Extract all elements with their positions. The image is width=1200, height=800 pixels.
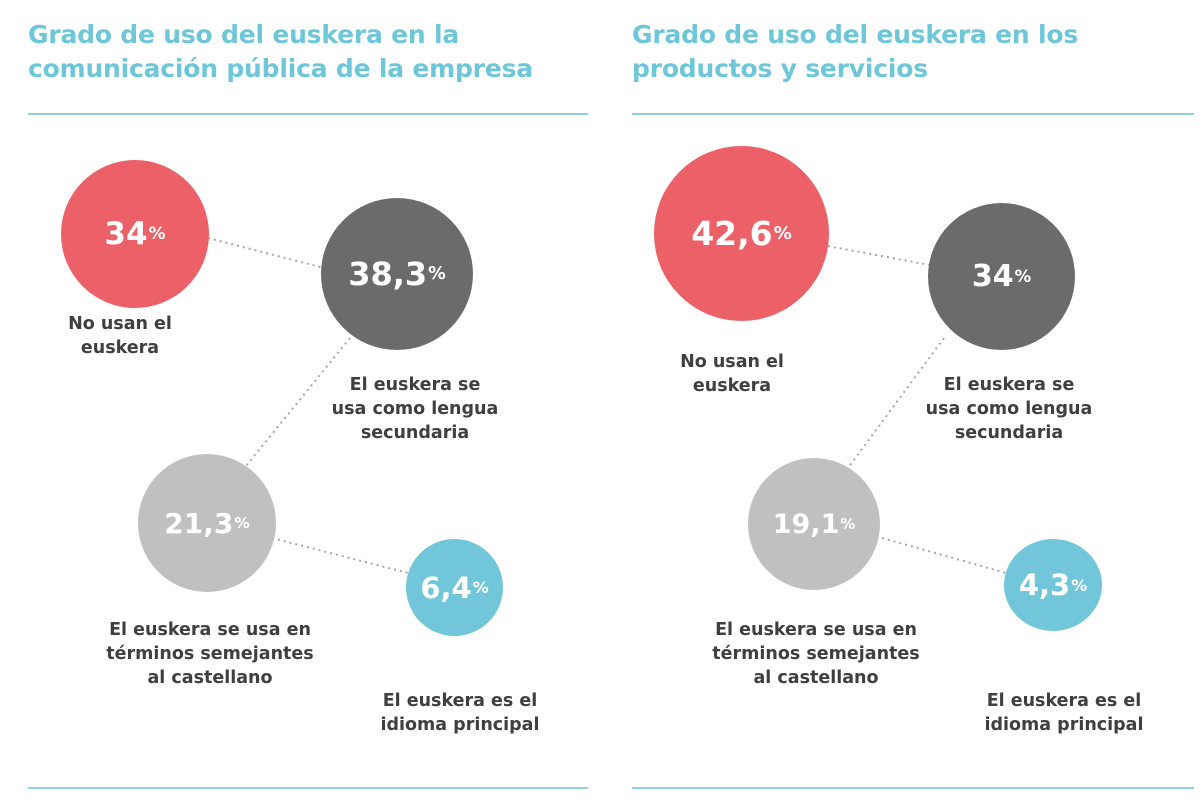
- label-line: usa como lengua: [925, 399, 1093, 419]
- label-line: El euskera se: [349, 375, 481, 395]
- label-line: usa como lengua: [331, 399, 499, 419]
- percent-sign: %: [234, 514, 250, 532]
- connector-lines: [207, 237, 409, 574]
- category-label-terminos-semejantes: El euskera se usa en términos semejantes…: [696, 618, 936, 690]
- bottom-divider: [28, 787, 588, 789]
- percent-sign: %: [773, 223, 792, 244]
- bubble-idioma-principal: 4,3%: [1004, 539, 1102, 631]
- value-label: 4,3: [1018, 568, 1071, 602]
- label-line: El euskera se usa en: [715, 620, 917, 640]
- bubble-idioma-principal: 6,4%: [406, 539, 503, 636]
- label-line: al castellano: [753, 668, 879, 688]
- bubble-terminos-semejantes: 21,3%: [138, 454, 276, 592]
- connector-line: [207, 237, 325, 269]
- bubble-lengua-secundaria: 38,3%: [321, 198, 473, 350]
- label-line: No usan el: [680, 352, 784, 372]
- connector-line: [271, 537, 409, 574]
- percent-sign: %: [428, 264, 446, 284]
- value-label: 34: [971, 259, 1014, 294]
- label-line: secundaria: [954, 423, 1064, 443]
- label-line: al castellano: [147, 668, 273, 688]
- category-label-idioma-principal: El euskera es el idioma principal: [964, 689, 1164, 737]
- label-line: El euskera se: [943, 375, 1075, 395]
- value-label: 42,6: [691, 214, 773, 253]
- value-label: 21,3: [164, 506, 234, 540]
- value-label: 38,3: [348, 255, 428, 293]
- label-line: El euskera es el: [382, 691, 538, 711]
- percent-sign: %: [840, 515, 856, 533]
- top-divider: [28, 113, 588, 115]
- label-line: No usan el: [68, 314, 172, 334]
- bubble-terminos-semejantes: 19,1%: [748, 458, 880, 590]
- value-label: 34: [104, 216, 148, 252]
- chart-panel-empresa: Grado de uso del euskera en la comunicac…: [28, 18, 598, 789]
- label-line: idioma principal: [984, 715, 1144, 735]
- bubble-no-usan: 42,6%: [654, 146, 829, 321]
- label-line: El euskera es el: [986, 691, 1142, 711]
- label-line: El euskera se usa en: [109, 620, 311, 640]
- label-line: idioma principal: [380, 715, 540, 735]
- label-line: euskera: [692, 376, 772, 396]
- chart-title: Grado de uso del euskera en la comunicac…: [28, 18, 598, 86]
- category-label-no-usan: No usan el euskera: [50, 312, 190, 360]
- category-label-no-usan: No usan el euskera: [662, 350, 802, 398]
- bubble-no-usan: 34%: [61, 160, 209, 308]
- label-line: secundaria: [360, 423, 470, 443]
- chart-title-line1: Grado de uso del euskera en los: [632, 20, 1079, 49]
- connector-lines: [821, 244, 1007, 574]
- value-label: 19,1: [772, 508, 840, 540]
- chart-panel-productos: Grado de uso del euskera en los producto…: [604, 0, 1200, 800]
- bottom-divider: [632, 787, 1194, 789]
- chart-title-line2: productos y servicios: [632, 54, 928, 83]
- category-label-terminos-semejantes: El euskera se usa en términos semejantes…: [90, 618, 330, 690]
- bubble-lengua-secundaria: 34%: [928, 203, 1075, 350]
- category-label-lengua-secundaria: El euskera se usa como lengua secundaria: [320, 373, 510, 445]
- chart-title: Grado de uso del euskera en los producto…: [632, 18, 1200, 86]
- label-line: euskera: [80, 338, 160, 358]
- label-line: términos semejantes: [106, 644, 314, 664]
- percent-sign: %: [148, 224, 166, 244]
- connector-line: [881, 537, 1007, 574]
- label-line: términos semejantes: [712, 644, 920, 664]
- percent-sign: %: [1014, 267, 1032, 286]
- connector-line: [821, 244, 931, 266]
- value-label: 6,4: [420, 570, 472, 605]
- chart-title-line2: comunicación pública de la empresa: [28, 54, 533, 83]
- category-label-idioma-principal: El euskera es el idioma principal: [360, 689, 560, 737]
- percent-sign: %: [472, 578, 489, 597]
- chart-title-line1: Grado de uso del euskera en la: [28, 20, 460, 49]
- category-label-lengua-secundaria: El euskera se usa como lengua secundaria: [914, 373, 1104, 445]
- percent-sign: %: [1071, 575, 1088, 595]
- top-divider: [632, 113, 1194, 115]
